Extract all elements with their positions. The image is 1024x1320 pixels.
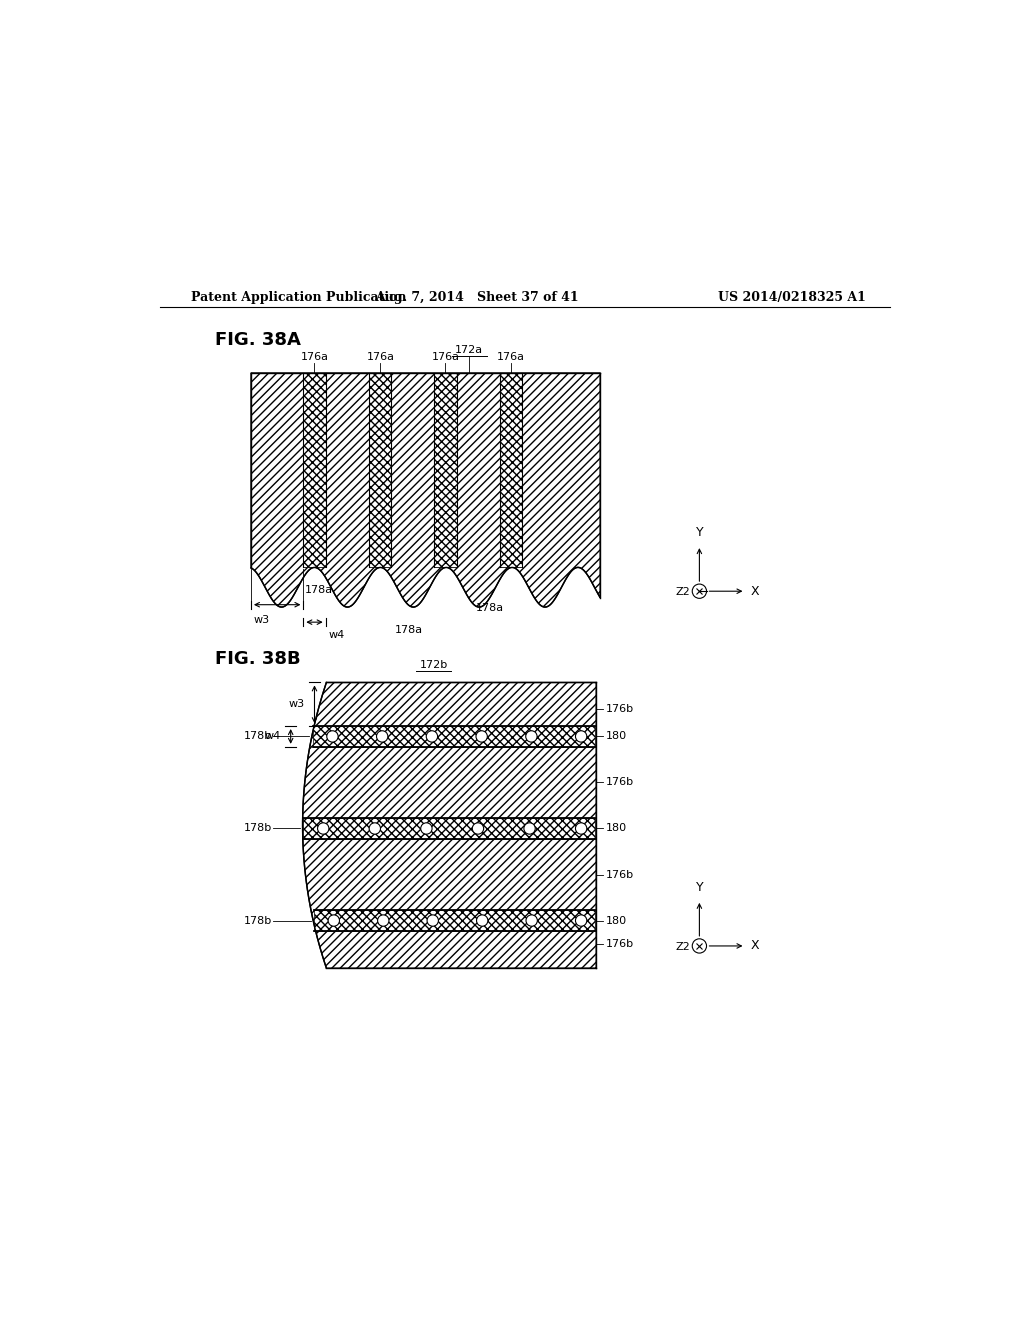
Text: FIG. 38B: FIG. 38B [215, 649, 301, 668]
Circle shape [472, 822, 483, 834]
Text: 176a: 176a [300, 352, 329, 362]
Text: 176b: 176b [606, 870, 634, 879]
Circle shape [575, 915, 587, 927]
Text: 176b: 176b [606, 777, 634, 788]
Text: w3: w3 [253, 615, 269, 624]
Circle shape [525, 731, 537, 742]
Text: Y: Y [695, 880, 703, 894]
Polygon shape [314, 911, 595, 931]
Text: 176b: 176b [606, 705, 634, 714]
Text: Z2: Z2 [676, 587, 690, 597]
Circle shape [526, 915, 538, 927]
Text: X: X [751, 585, 759, 598]
Text: Aug. 7, 2014   Sheet 37 of 41: Aug. 7, 2014 Sheet 37 of 41 [376, 292, 579, 304]
Text: 180: 180 [606, 824, 627, 833]
Text: 176a: 176a [367, 352, 394, 362]
Circle shape [476, 731, 487, 742]
Circle shape [421, 822, 432, 834]
Circle shape [327, 731, 338, 742]
Polygon shape [500, 374, 522, 568]
Text: w4: w4 [329, 630, 345, 640]
Text: w3: w3 [289, 700, 305, 709]
Text: 178b: 178b [244, 731, 272, 742]
Text: 176a: 176a [431, 352, 460, 362]
Text: 176b: 176b [606, 940, 634, 949]
Circle shape [427, 915, 438, 927]
Polygon shape [370, 374, 391, 568]
Circle shape [378, 915, 389, 927]
Polygon shape [303, 682, 596, 968]
Text: Patent Application Publication: Patent Application Publication [191, 292, 407, 304]
Polygon shape [312, 726, 595, 747]
Text: 172a: 172a [456, 345, 483, 355]
Circle shape [377, 731, 388, 742]
Circle shape [575, 731, 587, 742]
Circle shape [328, 915, 340, 927]
Circle shape [369, 822, 381, 834]
Text: 178b: 178b [244, 916, 272, 925]
Text: Y: Y [695, 525, 703, 539]
Polygon shape [434, 374, 457, 568]
Text: 176a: 176a [498, 352, 525, 362]
Text: 180: 180 [606, 731, 627, 742]
Polygon shape [303, 818, 595, 838]
Text: 178a: 178a [476, 603, 505, 612]
Circle shape [524, 822, 536, 834]
Circle shape [426, 731, 437, 742]
Text: Z2: Z2 [676, 941, 690, 952]
Text: 178a: 178a [395, 624, 423, 635]
Text: 178a: 178a [304, 585, 333, 595]
Text: 178b: 178b [244, 824, 272, 833]
Polygon shape [251, 374, 600, 607]
Circle shape [317, 822, 329, 834]
Text: US 2014/0218325 A1: US 2014/0218325 A1 [718, 292, 866, 304]
Text: X: X [751, 940, 759, 953]
Circle shape [476, 915, 487, 927]
Text: 172b: 172b [420, 660, 447, 669]
Text: FIG. 38A: FIG. 38A [215, 330, 301, 348]
Text: 180: 180 [606, 916, 627, 925]
Circle shape [575, 822, 587, 834]
Text: w4: w4 [265, 731, 282, 742]
Polygon shape [303, 374, 326, 568]
